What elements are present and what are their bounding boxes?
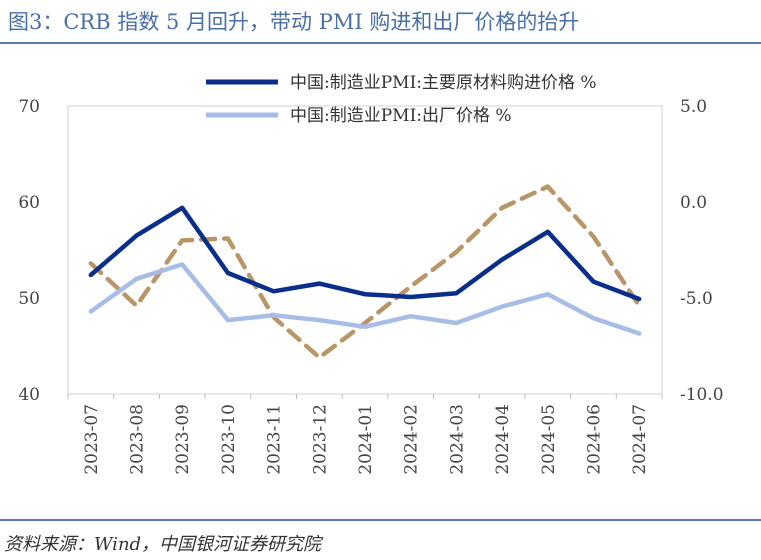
- series-line: [88, 184, 642, 360]
- x-tick-label: 2023-11: [265, 404, 285, 475]
- legend-label: 中国:制造业PMI:主要原材料购进价格 %: [290, 73, 597, 93]
- x-tick-label: 2024-03: [447, 404, 467, 475]
- x-tick-label: 2024-02: [402, 404, 422, 475]
- source-note: 资料来源：Wind，中国银河证券研究院: [4, 534, 322, 555]
- y-left-tick-label: 40: [18, 385, 40, 405]
- series-line: [88, 205, 642, 302]
- chart-title: 图3：CRB 指数 5 月回升，带动 PMI 购进和出厂价格的抬升: [8, 10, 580, 34]
- y-left-tick-label: 70: [18, 97, 40, 117]
- legend-label: 中国:制造业PMI:出厂价格 %: [290, 106, 512, 126]
- plot-frame: [67, 105, 663, 395]
- x-tick-label: 2024-01: [356, 404, 376, 475]
- series-line: [88, 262, 642, 336]
- x-tick-label: 2024-05: [539, 404, 559, 475]
- title-rule: [0, 42, 761, 44]
- y-left-tick-label: 50: [18, 289, 40, 309]
- y-right-tick-label: 5.0: [680, 97, 707, 117]
- x-tick-label: 2024-07: [630, 404, 650, 475]
- y-right-tick-label: -10.0: [680, 385, 724, 405]
- y-right-tick-label: -5.0: [680, 289, 713, 309]
- x-tick-label: 2023-07: [82, 404, 102, 475]
- x-tick-label: 2023-12: [310, 404, 330, 475]
- x-tick-label: 2023-10: [219, 404, 239, 475]
- x-tick-label: 2024-04: [493, 404, 513, 475]
- x-tick-label: 2024-06: [584, 404, 604, 475]
- y-left-tick-label: 60: [18, 193, 40, 213]
- source-rule: [0, 519, 761, 521]
- y-right-tick-label: 0.0: [680, 193, 707, 213]
- x-tick-label: 2023-08: [128, 404, 148, 475]
- x-tick-label: 2023-09: [173, 404, 193, 475]
- line-chart: 70 60 50 40 5.0 0.0 -5.0 -10.0 2023-07 2023-08 202…: [18, 73, 724, 475]
